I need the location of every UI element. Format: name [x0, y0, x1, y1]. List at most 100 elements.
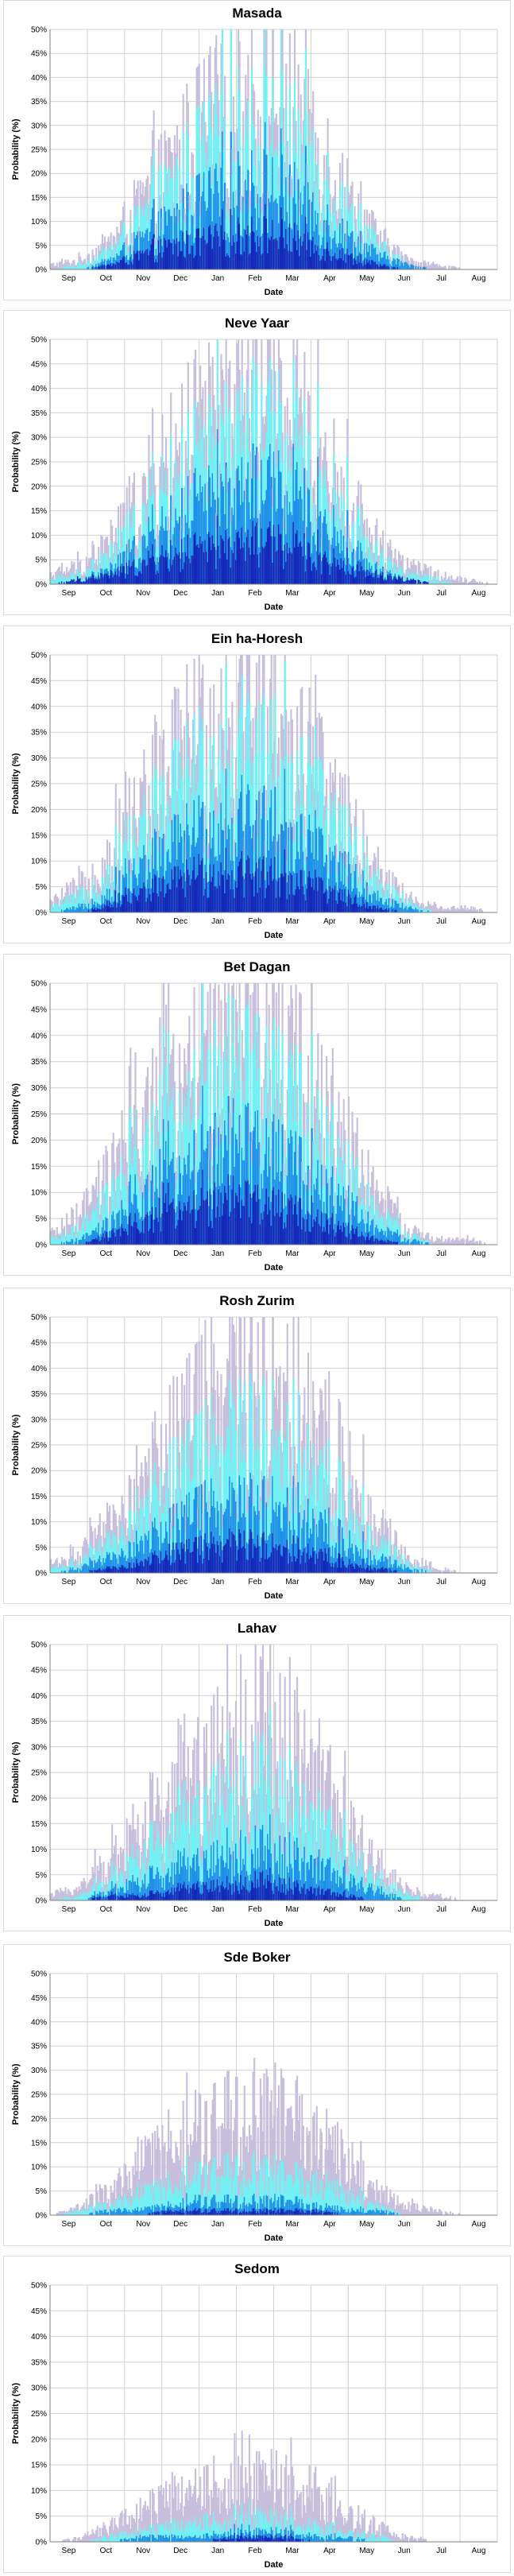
bar-4 [161, 1213, 164, 1245]
bar-4 [112, 907, 114, 912]
bar-4 [226, 254, 229, 269]
bar-1 [424, 262, 427, 269]
bar-1 [62, 264, 64, 269]
bar-3 [268, 850, 270, 912]
bar-4 [365, 1237, 369, 1245]
bar-3 [152, 1164, 154, 1245]
bar-1 [448, 1237, 450, 1245]
bar-2 [92, 260, 95, 269]
bar-3 [306, 527, 308, 584]
bar-2 [435, 582, 439, 584]
bar-3 [184, 243, 187, 269]
bar-3 [311, 553, 313, 584]
bar-3 [376, 1224, 378, 1245]
bar-4 [63, 582, 66, 584]
bar-4 [240, 548, 242, 584]
bar-3 [281, 154, 284, 269]
bar-3 [200, 492, 203, 584]
bar-1 [444, 571, 446, 584]
bar-3 [358, 252, 361, 269]
bar-3 [339, 850, 342, 912]
bar-3 [144, 1184, 146, 1245]
bar-4 [286, 542, 288, 584]
bar-3 [162, 834, 165, 912]
bar-2 [422, 1241, 425, 1245]
bar-3 [346, 510, 349, 584]
bar-3 [274, 199, 276, 269]
bar-4 [231, 550, 234, 584]
bar-4 [351, 1225, 354, 1245]
bar-4 [279, 897, 281, 912]
bar-3 [166, 851, 168, 912]
bar-3 [290, 227, 292, 269]
bar-4 [101, 264, 103, 269]
bar-3 [193, 242, 195, 269]
bar-2 [98, 254, 100, 269]
bar-3 [342, 550, 344, 584]
bar-4 [336, 560, 339, 584]
bar-4 [285, 873, 288, 912]
bar-4 [111, 265, 114, 269]
bar-4 [227, 873, 230, 912]
bar-4 [291, 875, 294, 912]
bar-3 [292, 444, 295, 584]
bar-3 [356, 256, 358, 269]
bar-4 [292, 894, 295, 912]
bar-3 [388, 898, 390, 912]
bar-3 [92, 905, 95, 912]
y-axis-label: Probability (%) [11, 431, 21, 492]
bar-4 [347, 254, 350, 269]
bar-2 [390, 1216, 392, 1245]
bar-3 [114, 258, 116, 269]
bar-4 [326, 889, 328, 912]
bar-4 [290, 552, 292, 584]
bar-3 [168, 1120, 170, 1245]
bar-4 [351, 253, 354, 269]
bar-1 [443, 1241, 446, 1245]
bar-4 [311, 1195, 313, 1245]
bar-3 [149, 231, 152, 269]
bar-3 [66, 1240, 68, 1245]
bar-4 [352, 903, 355, 912]
bar-3 [234, 879, 236, 912]
bar-3 [323, 516, 326, 584]
bar-3 [340, 529, 342, 584]
bar-4 [224, 893, 226, 912]
bar-4 [186, 230, 188, 269]
bar-2 [73, 265, 75, 269]
bar-3 [372, 244, 374, 269]
bar-4 [195, 545, 198, 584]
bar-2 [424, 909, 427, 912]
bar-3 [198, 1169, 200, 1245]
bar-4 [117, 1229, 119, 1245]
bar-3 [369, 894, 371, 912]
bar-3 [224, 870, 226, 912]
bar-3 [141, 563, 143, 584]
bar-1 [462, 908, 465, 912]
bar-4 [114, 575, 116, 584]
bar-3 [184, 1164, 187, 1245]
bar-4 [279, 237, 281, 269]
bar-4 [203, 1199, 205, 1245]
bar-2 [67, 578, 69, 584]
bar-3 [106, 889, 109, 912]
bar-2 [416, 579, 419, 584]
bar-3 [277, 834, 280, 912]
bar-4 [373, 905, 376, 912]
bar-2 [408, 575, 410, 584]
bar-3 [92, 265, 95, 269]
bar-1 [431, 263, 433, 269]
bar-3 [299, 1136, 301, 1245]
bar-3 [317, 456, 319, 584]
bar-3 [145, 1179, 148, 1245]
bar-4 [356, 1226, 358, 1245]
bar-3 [280, 128, 283, 269]
bar-3 [403, 1241, 405, 1245]
bar-4 [220, 862, 222, 912]
bar-4 [363, 1237, 366, 1245]
bar-3 [221, 829, 224, 912]
bar-4 [279, 1217, 281, 1245]
bar-1 [50, 899, 52, 912]
bar-3 [209, 477, 211, 584]
bar-3 [227, 824, 230, 912]
